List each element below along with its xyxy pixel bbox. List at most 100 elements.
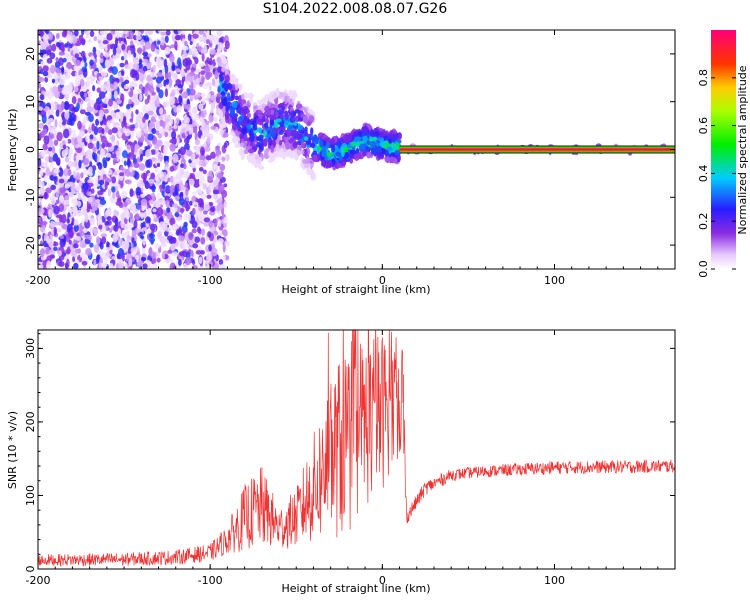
- spectrogram-cell: [159, 184, 163, 190]
- spectrogram-cell: [155, 120, 161, 130]
- spectrogram-cell: [148, 121, 155, 128]
- spectrogram-x-tick-label: 100: [544, 274, 565, 287]
- spectrogram-cell: [366, 140, 371, 146]
- spectrogram-cell: [98, 91, 106, 99]
- spectrogram-cell: [88, 166, 93, 174]
- spectrogram-cell: [80, 172, 84, 179]
- spectrogram-cell: [178, 235, 185, 242]
- spectrogram-cell: [203, 217, 211, 223]
- spectrogram-cell: [73, 170, 77, 179]
- spectrogram-cell: [158, 170, 164, 178]
- spectrogram-cell: [199, 153, 206, 162]
- spectrogram-cell: [46, 260, 52, 269]
- spectrogram-cell: [77, 192, 82, 201]
- spectrogram-cell: [241, 93, 245, 100]
- spectrogram-cell: [135, 115, 143, 124]
- spectrogram-cell: [103, 108, 109, 114]
- spectrogram-y-ticks: -20 -10 0 10 20: [24, 34, 675, 265]
- spectrogram-cell: [221, 57, 228, 64]
- spectrogram-cell: [182, 58, 189, 67]
- spectrogram-x-tick-label: -100: [198, 274, 223, 287]
- spectrogram-cell: [48, 147, 53, 152]
- spectrogram-cell: [107, 33, 112, 41]
- spectrogram-cell: [221, 82, 227, 89]
- spectrogram-cell: [115, 200, 123, 206]
- spectrogram-cell: [142, 65, 148, 72]
- spectrogram-cell: [186, 81, 192, 86]
- spectrogram-cell: [149, 71, 157, 78]
- spectrogram-cell: [164, 88, 169, 98]
- spectrogram-cell: [82, 227, 88, 233]
- spectrogram-cell: [183, 221, 188, 228]
- spectrogram-cell: [175, 117, 180, 125]
- spectrogram-cell: [168, 155, 173, 161]
- spectrogram-cell: [174, 186, 178, 196]
- spectrogram-cell: [97, 162, 103, 170]
- spectrogram-cell: [291, 92, 298, 98]
- spectrogram-cell: [53, 246, 58, 251]
- spectrogram-cell: [73, 223, 79, 233]
- spectrogram-cell: [205, 120, 210, 125]
- spectrogram-cell: [204, 145, 211, 152]
- spectrogram-cell: [96, 254, 101, 260]
- spectrogram-cell: [170, 243, 176, 251]
- spectrogram-cell: [140, 198, 148, 206]
- spectrogram-cell: [55, 41, 61, 48]
- spectrogram-cell: [117, 255, 123, 260]
- spectrogram-cell: [40, 41, 47, 50]
- spectrogram-cell: [46, 49, 52, 56]
- spectrogram-cell: [261, 97, 267, 104]
- spectrogram-cell: [168, 96, 176, 105]
- spectrogram-cell: [190, 47, 198, 52]
- spectrogram-cell: [83, 188, 89, 198]
- spectrogram-cell: [172, 72, 177, 78]
- spectrogram-cell: [113, 224, 119, 232]
- spectrogram-cell: [129, 150, 136, 160]
- spectrogram-cell: [292, 111, 297, 117]
- spectrogram-cell: [140, 121, 145, 129]
- colorbar-gradient: [711, 30, 736, 269]
- spectrogram-cell: [164, 35, 169, 44]
- spectrogram-cell: [288, 99, 293, 105]
- spectrogram-cell: [176, 44, 181, 51]
- spectrogram-cell: [89, 59, 94, 66]
- spectrogram-cell: [55, 56, 59, 63]
- spectrogram-cell: [146, 207, 152, 216]
- spectrogram-cell: [136, 261, 141, 268]
- spectrogram-cell: [144, 98, 149, 105]
- spectrogram-cell: [264, 149, 269, 155]
- spectrogram-cell: [54, 118, 58, 128]
- spectrogram-cell: [186, 103, 191, 112]
- spectrogram-cell: [296, 149, 301, 157]
- snr-x-tick-label: -200: [26, 574, 51, 587]
- spectrogram-cell: [130, 68, 137, 79]
- spectrogram-cell: [246, 123, 251, 130]
- spectrogram-cell: [96, 140, 100, 150]
- tone-band-peak: [399, 148, 675, 151]
- spectrogram-cell: [98, 65, 103, 73]
- spectrogram-cell: [73, 160, 78, 168]
- spectrogram-cell: [240, 152, 245, 161]
- spectrogram-cell: [198, 35, 205, 41]
- spectrogram-cell: [172, 224, 178, 231]
- spectrogram-cell: [203, 201, 210, 212]
- spectrogram-cell: [128, 98, 133, 105]
- spectrogram-cell: [200, 236, 206, 245]
- spectrogram-cell: [85, 149, 92, 159]
- spectrogram-cell: [39, 168, 44, 177]
- spectrogram-cell: [331, 144, 336, 153]
- spectrogram-cell: [119, 76, 124, 83]
- spectrogram-cell: [180, 30, 187, 35]
- spectrogram-cell: [82, 169, 90, 176]
- spectrogram-cell: [57, 250, 62, 257]
- spectrogram-cell: [147, 110, 154, 116]
- spectrogram-cell: [89, 99, 95, 106]
- spectrogram-cell: [66, 61, 73, 70]
- spectrogram-cell: [55, 191, 60, 198]
- spectrogram-cell: [232, 135, 238, 144]
- spectrogram-cell: [115, 112, 120, 118]
- spectrogram-cell: [161, 190, 165, 196]
- spectrogram-cell: [91, 201, 99, 211]
- spectrogram-cell: [112, 53, 117, 61]
